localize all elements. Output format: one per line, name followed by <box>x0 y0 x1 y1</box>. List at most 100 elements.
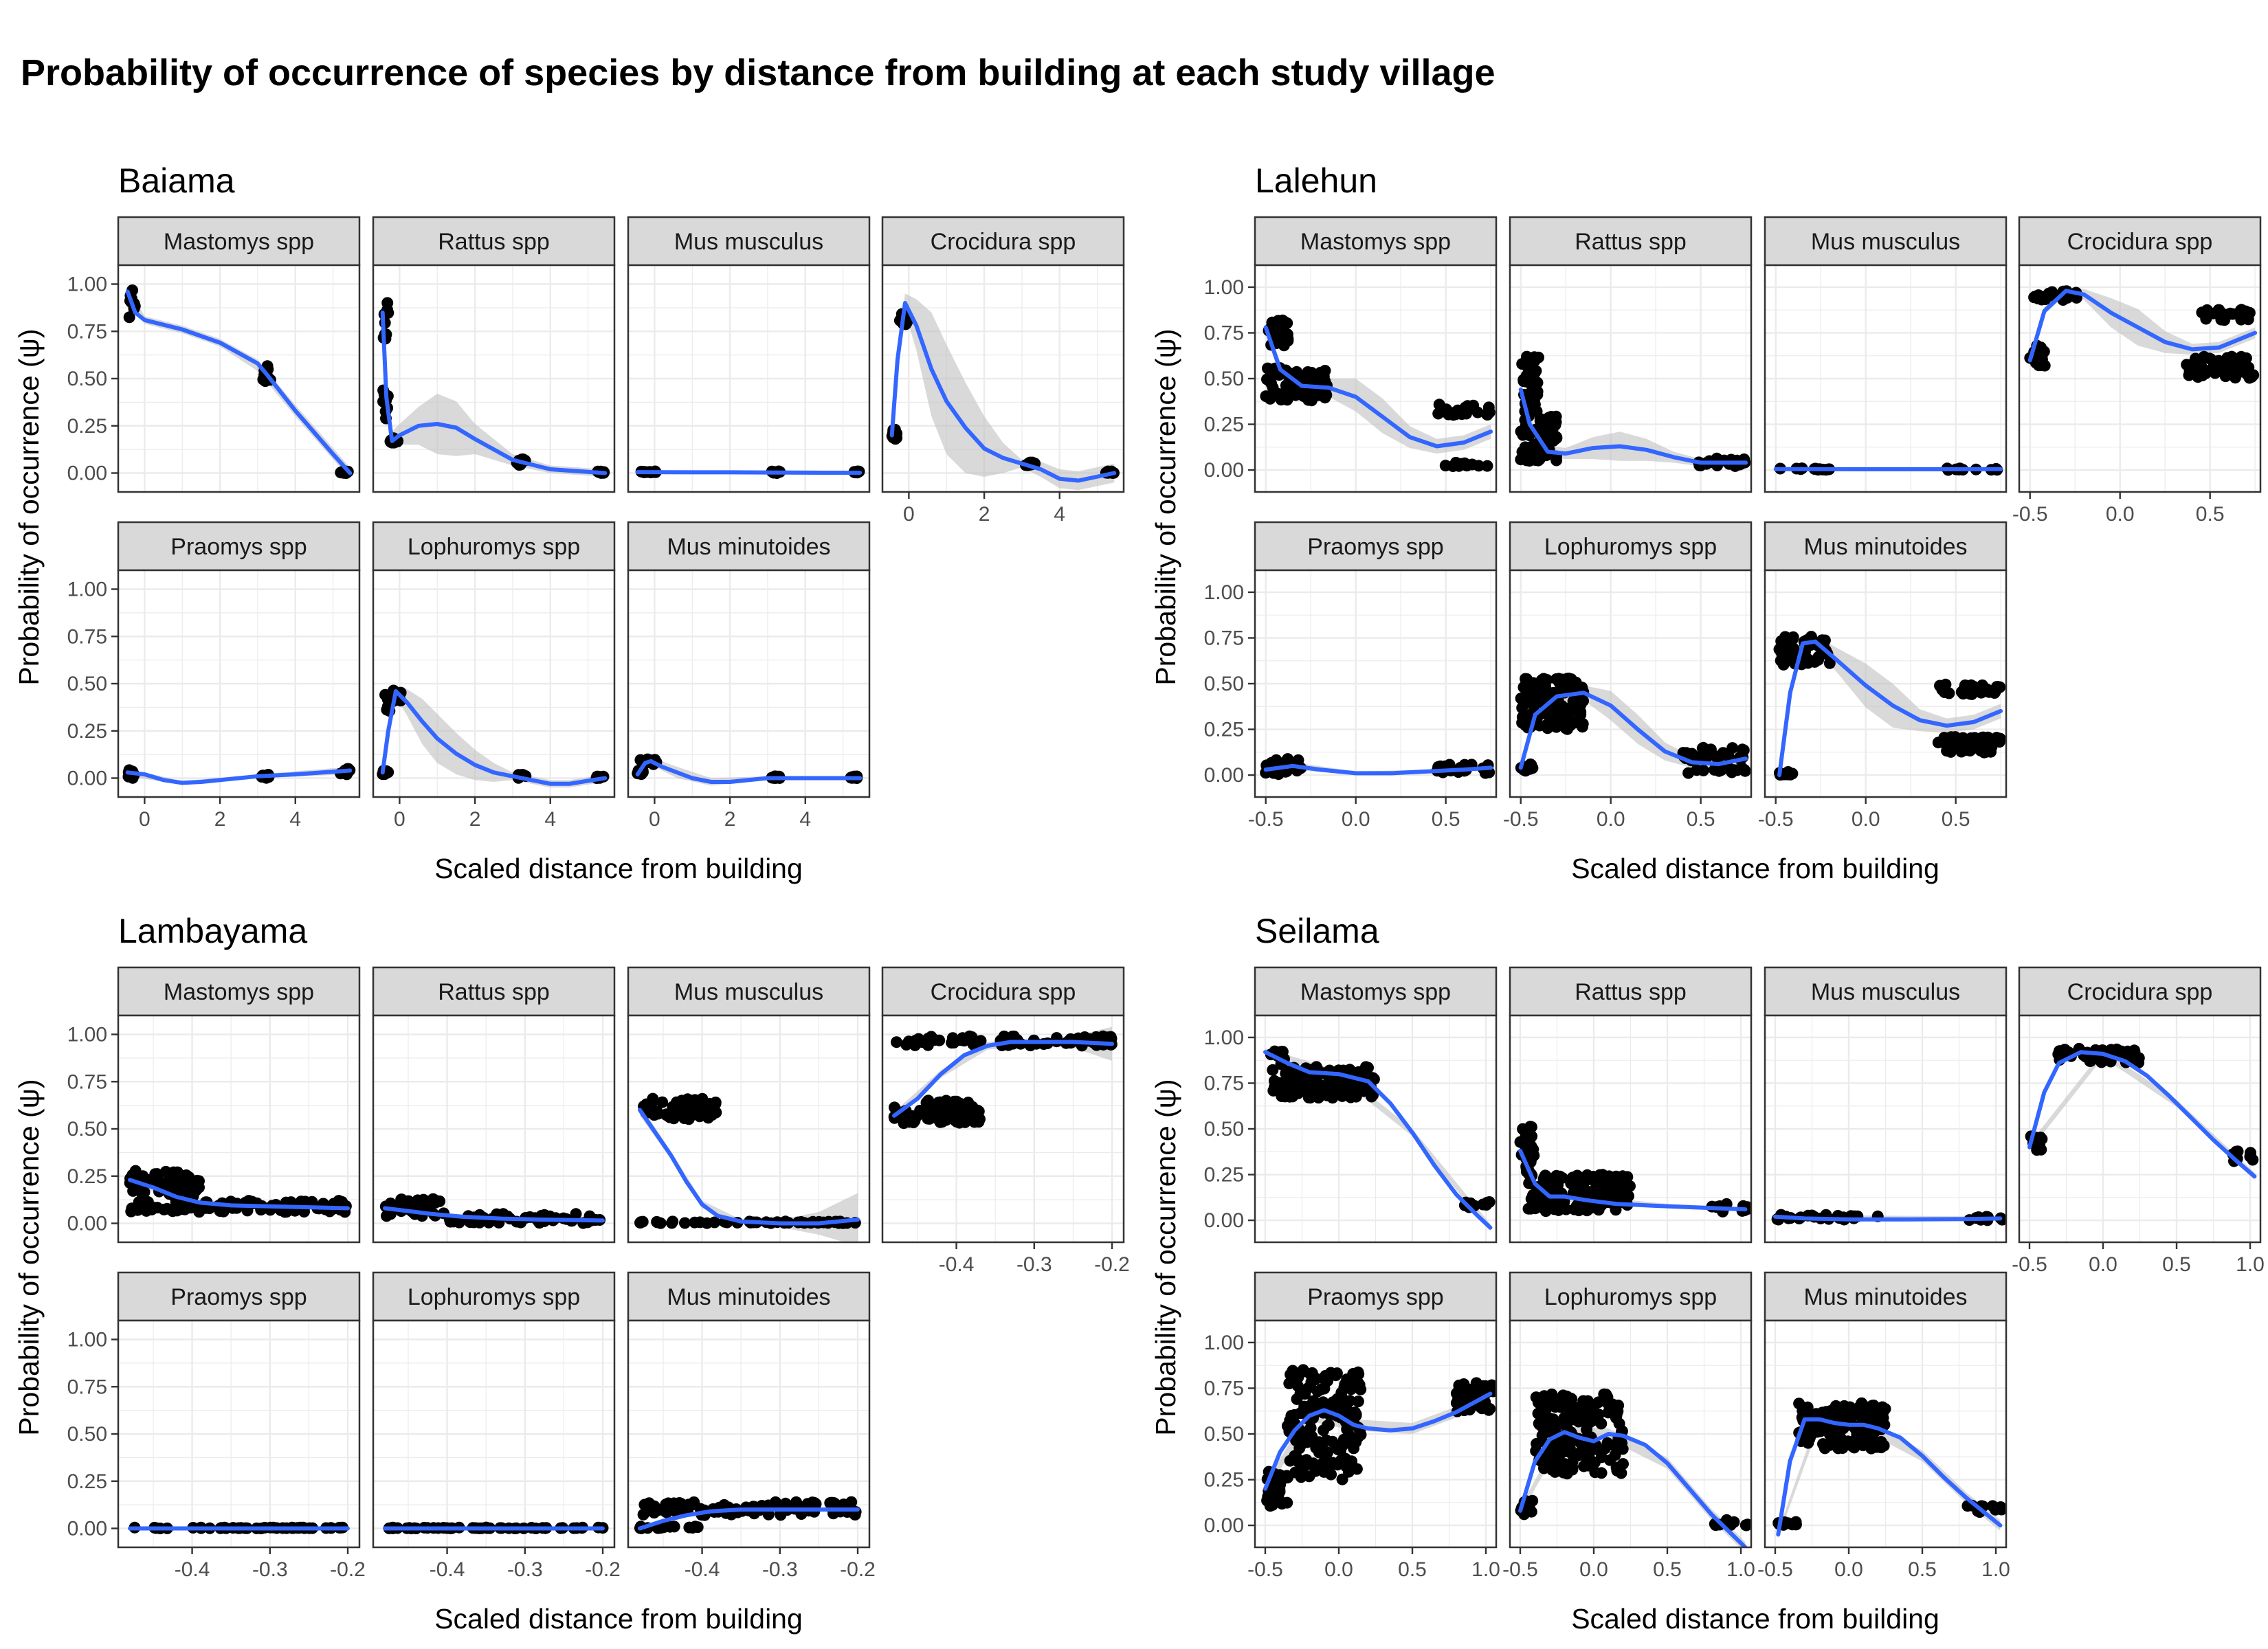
data-point <box>2084 1055 2096 1067</box>
smooth-line-crocidura-spp <box>2027 1050 2257 1179</box>
panel-praomys-spp: Praomys spp 0.00 0.25 0.50 0.75 1.00 0 2 4 <box>67 521 361 831</box>
data-point <box>2095 1056 2108 1068</box>
y-tick-label: 0.25 <box>1204 1164 1244 1187</box>
strip-label-lophuromys-spp: Lophuromys spp <box>1544 1284 1717 1310</box>
data-point <box>1574 1187 1586 1199</box>
data-point <box>2227 352 2239 364</box>
data-point <box>1805 1429 1817 1442</box>
data-point <box>1959 681 1971 693</box>
data-point <box>1537 673 1550 685</box>
data-point <box>2242 313 2254 326</box>
y-tick-label: 0.25 <box>67 1165 107 1188</box>
data-point <box>1336 1473 1348 1485</box>
y-tick-label: 1.00 <box>1204 581 1244 604</box>
data-point <box>1830 1428 1842 1441</box>
data-point <box>688 1103 700 1116</box>
data-point <box>1551 1450 1563 1463</box>
strip-lophuromys-spp <box>372 1271 616 1322</box>
data-point <box>2038 346 2050 358</box>
data-point <box>1597 1183 1609 1196</box>
data-point <box>1728 1516 1740 1528</box>
data-point <box>1989 686 2001 698</box>
y-tick-label: 0.25 <box>1204 1469 1244 1492</box>
data-point <box>1517 1123 1529 1135</box>
panel-mastomys-spp: Mastomys spp 0.00 0.25 0.50 0.75 1.00 <box>67 216 361 493</box>
grid-crocidura-spp <box>2019 265 2260 492</box>
y-axis-title: Probability of occurrence (ψ) <box>13 328 45 685</box>
data-point <box>849 1509 861 1521</box>
smooth-line-crocidura-spp <box>892 1040 1114 1118</box>
data-point <box>1579 1402 1591 1413</box>
data-point <box>1515 693 1527 704</box>
smooth-line-mastomys-spp <box>1263 325 1493 449</box>
point-group-rattus-spp-2 <box>1515 410 1563 467</box>
panel-content-lophuromys-spp <box>377 684 610 788</box>
point-group-crocidura-spp-1 <box>888 1095 986 1130</box>
y-tick-label: 0.50 <box>1204 1423 1244 1446</box>
data-point <box>1300 1429 1312 1442</box>
data-point <box>1293 1466 1306 1479</box>
data-point <box>1611 1464 1623 1477</box>
y-tick-label: 1.00 <box>67 579 107 601</box>
y-tick-label: 0.75 <box>1204 627 1244 649</box>
strip-label-crocidura-spp: Crocidura spp <box>2067 229 2213 255</box>
panel-border-mus-minutoides <box>1764 1319 2008 1549</box>
panel-border-mus-musculus <box>627 264 871 493</box>
data-point <box>1554 1170 1566 1182</box>
x-tick-label: 1.0 <box>1726 1558 1755 1581</box>
x-tick-label: -0.3 <box>1016 1253 1052 1276</box>
data-point <box>193 1175 205 1187</box>
smooth-line-mus-musculus <box>635 470 863 475</box>
x-tick-label: 0.0 <box>1579 1558 1608 1581</box>
panel-mus-minutoides: Mus minutoides -0.4 -0.3 -0.2 <box>627 1271 876 1581</box>
data-point <box>1525 1121 1537 1133</box>
panel-lophuromys-spp: Lophuromys spp 0 2 4 <box>372 521 616 831</box>
panel-content-mastomys-spp <box>124 1165 352 1218</box>
panel-praomys-spp: Praomys spp 0.00 0.25 0.50 0.75 1.00 -0.5 0.0 0.… <box>1204 521 1498 831</box>
x-tick-label: -0.4 <box>685 1558 720 1581</box>
data-point <box>2213 304 2225 316</box>
panel-border-crocidura-spp <box>881 264 1125 493</box>
panel-crocidura-spp: Crocidura spp -0.5 0.0 0.5 <box>2012 216 2262 526</box>
confidence-band-lophuromys-spp <box>382 685 605 788</box>
data-point <box>1331 1074 1343 1086</box>
data-point <box>1614 1179 1626 1191</box>
strip-crocidura-spp <box>2018 216 2262 267</box>
x-tick-label: 2 <box>469 808 481 831</box>
data-point <box>1742 1518 1751 1531</box>
data-point <box>1834 1440 1847 1452</box>
data-point <box>1584 1459 1597 1471</box>
point-group-crocidura-spp-2 <box>891 1030 1118 1052</box>
panel-crocidura-spp: Crocidura spp -0.4 -0.3 -0.2 <box>881 966 1130 1276</box>
x-tick-label: -0.4 <box>175 1558 210 1581</box>
data-point <box>1812 653 1825 666</box>
x-tick-label: -0.4 <box>430 1558 465 1581</box>
smooth-line-rattus-spp <box>1518 1148 1748 1212</box>
x-tick-label: 4 <box>1054 503 1065 526</box>
data-point <box>2224 307 2236 319</box>
data-point <box>1595 1467 1608 1479</box>
smooth-line-mastomys-spp <box>128 1178 350 1211</box>
data-point <box>1347 1435 1359 1446</box>
strip-crocidura-spp <box>881 966 1125 1017</box>
data-point <box>1527 352 1539 364</box>
data-point <box>384 1197 397 1209</box>
data-point <box>1548 1203 1561 1215</box>
data-point <box>1454 1384 1467 1395</box>
point-group-lophuromys-spp-3 <box>1709 1514 1751 1532</box>
strip-label-mus-musculus: Mus musculus <box>674 979 823 1005</box>
data-point <box>2205 353 2217 366</box>
x-axis-title: Scaled distance from building <box>1571 853 1939 884</box>
data-point <box>2031 1144 2043 1156</box>
data-point <box>1542 722 1554 734</box>
panel-lophuromys-spp: Lophuromys spp -0.5 0.0 0.5 1.0 <box>1502 1271 1755 1581</box>
x-tick-label: -0.2 <box>1094 1253 1130 1276</box>
strip-rattus-spp <box>372 966 616 1017</box>
y-tick-label: 0.50 <box>67 1118 107 1141</box>
data-point <box>142 1198 154 1210</box>
data-point <box>1709 763 1721 776</box>
data-point <box>1484 1403 1496 1415</box>
data-point <box>914 1035 926 1047</box>
data-point <box>1267 1064 1279 1076</box>
y-tick-label: 0.25 <box>1204 719 1244 741</box>
